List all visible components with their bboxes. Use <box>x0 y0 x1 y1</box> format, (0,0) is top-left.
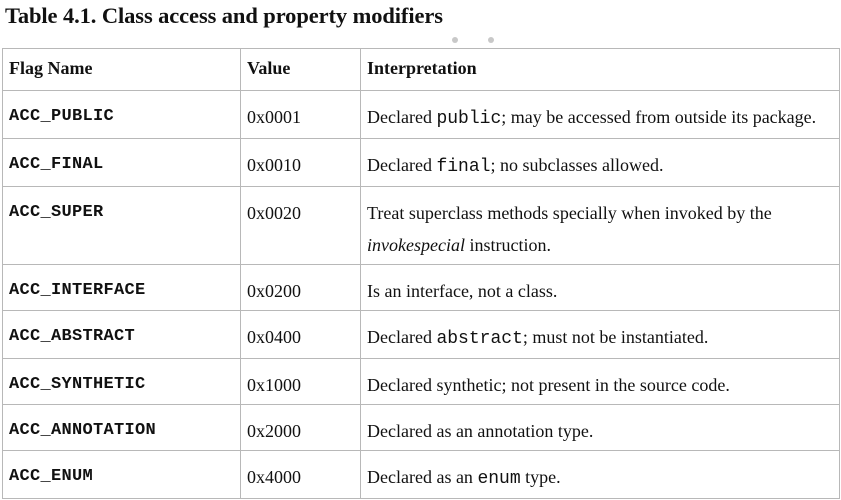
flag-name-cell: ACC_SUPER <box>2 186 241 265</box>
interpretation-cell: Declared abstract; must not be instantia… <box>360 310 840 359</box>
dot-icon <box>488 37 494 43</box>
interp-code: enum <box>477 469 521 489</box>
interpretation-cell: Declared synthetic; not present in the s… <box>360 358 840 405</box>
interpretation-cell: Is an interface, not a class. <box>360 264 840 311</box>
value-cell: 0x0010 <box>240 138 361 187</box>
interp-text: type. <box>520 467 561 487</box>
value-cell: 0x0200 <box>240 264 361 311</box>
table-row: ACC_ENUM 0x4000 Declared as an enum type… <box>2 450 840 499</box>
interp-text: Is an interface, not a class. <box>367 281 558 301</box>
interp-code: public <box>436 109 502 129</box>
interpretation-cell: Declared public; may be accessed from ou… <box>360 90 840 139</box>
table-row: ACC_ABSTRACT 0x0400 Declared abstract; m… <box>2 310 840 359</box>
table-row: ACC_INTERFACE 0x0200 Is an interface, no… <box>2 264 840 311</box>
table-row: ACC_SYNTHETIC 0x1000 Declared synthetic;… <box>2 358 840 405</box>
flag-name-cell: ACC_INTERFACE <box>2 264 241 311</box>
value-cell: 0x0001 <box>240 90 361 139</box>
interp-text: Declared <box>367 327 437 347</box>
interpretation-cell: Treat superclass methods specially when … <box>360 186 840 265</box>
flag-name-cell: ACC_ABSTRACT <box>2 310 241 359</box>
header-value: Value <box>240 48 361 91</box>
flag-name-cell: ACC_SYNTHETIC <box>2 358 241 405</box>
header-flag-name: Flag Name <box>2 48 241 91</box>
interp-text: Declared as an <box>367 467 478 487</box>
flag-name-cell: ACC_ENUM <box>2 450 241 499</box>
interp-text: ; no subclasses allowed. <box>490 155 664 175</box>
overlay-dots <box>452 37 502 45</box>
dot-icon <box>452 37 458 43</box>
interp-text: ; must not be instantiated. <box>522 327 709 347</box>
flag-name-cell: ACC_PUBLIC <box>2 90 241 139</box>
interp-text: ; may be accessed from outside its packa… <box>501 107 817 127</box>
interpretation-cell: Declared final; no subclasses allowed. <box>360 138 840 187</box>
interp-text: Declared <box>367 107 437 127</box>
interp-italic: invokespecial <box>367 235 465 255</box>
value-cell: 0x0400 <box>240 310 361 359</box>
interp-text: Treat superclass methods specially when … <box>367 203 772 223</box>
modifiers-table: Flag Name Value Interpretation ACC_PUBLI… <box>2 48 840 499</box>
flag-name-cell: ACC_ANNOTATION <box>2 404 241 451</box>
header-interpretation: Interpretation <box>360 48 840 91</box>
value-cell: 0x0020 <box>240 186 361 265</box>
interp-text: Declared synthetic; not present in the s… <box>367 375 730 395</box>
table-header-row: Flag Name Value Interpretation <box>2 48 840 91</box>
interp-text: Declared as an annotation type. <box>367 421 594 441</box>
flag-name-cell: ACC_FINAL <box>2 138 241 187</box>
interp-text: Declared <box>367 155 437 175</box>
interp-code: abstract <box>436 329 523 349</box>
table-row: ACC_FINAL 0x0010 Declared final; no subc… <box>2 138 840 187</box>
table-row: ACC_SUPER 0x0020 Treat superclass method… <box>2 186 840 265</box>
interp-code: final <box>436 157 491 177</box>
table-row: ACC_ANNOTATION 0x2000 Declared as an ann… <box>2 404 840 451</box>
value-cell: 0x1000 <box>240 358 361 405</box>
interp-text: instruction. <box>464 235 551 255</box>
value-cell: 0x4000 <box>240 450 361 499</box>
value-cell: 0x2000 <box>240 404 361 451</box>
table-row: ACC_PUBLIC 0x0001 Declared public; may b… <box>2 90 840 139</box>
interpretation-cell: Declared as an enum type. <box>360 450 840 499</box>
interpretation-cell: Declared as an annotation type. <box>360 404 840 451</box>
table-caption: Table 4.1. Class access and property mod… <box>5 3 443 28</box>
